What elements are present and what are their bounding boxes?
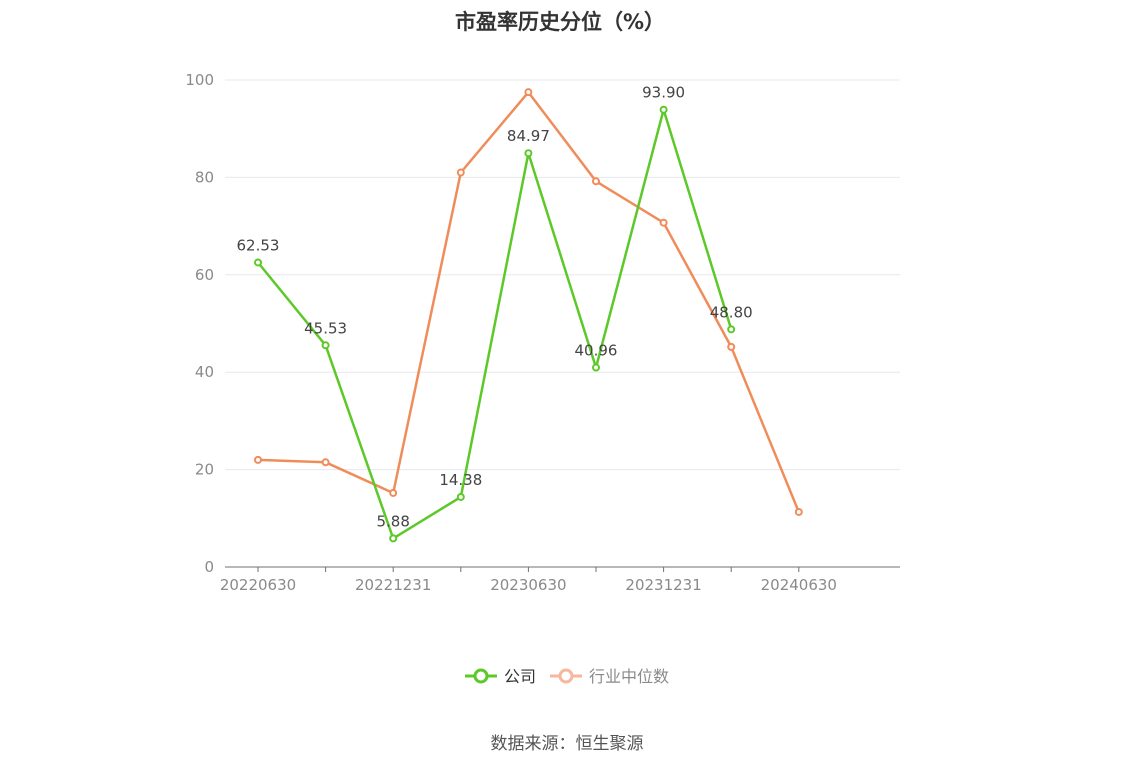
data-point bbox=[592, 177, 600, 186]
data-label: 14.38 bbox=[439, 471, 482, 489]
data-label: 84.97 bbox=[507, 127, 550, 145]
y-tick-label: 20 bbox=[195, 461, 214, 479]
data-point bbox=[794, 507, 803, 516]
x-tick-label: 20220630 bbox=[220, 576, 296, 594]
data-point bbox=[727, 325, 736, 334]
data-label: 48.80 bbox=[710, 303, 753, 321]
data-point bbox=[254, 455, 262, 464]
x-tick-label: 20240630 bbox=[761, 576, 837, 594]
legend: 公司 行业中位数 bbox=[465, 667, 669, 686]
data-point bbox=[389, 534, 398, 543]
data-point bbox=[321, 458, 330, 467]
legend-label: 公司 bbox=[504, 667, 536, 686]
data-point bbox=[456, 168, 465, 177]
data-label: 40.96 bbox=[575, 342, 618, 360]
chart-title: 市盈率历史分位（%） bbox=[454, 10, 666, 34]
data-source-note: 数据来源：恒生聚源 bbox=[490, 734, 644, 754]
x-tick-label: 20231231 bbox=[625, 576, 701, 594]
data-point bbox=[592, 363, 600, 372]
legend-label: 行业中位数 bbox=[589, 667, 669, 686]
y-tick-label: 40 bbox=[195, 363, 214, 381]
data-point bbox=[389, 488, 398, 497]
data-points bbox=[254, 88, 803, 543]
data-point bbox=[727, 342, 736, 351]
y-tick-label: 60 bbox=[195, 266, 214, 284]
data-point bbox=[524, 88, 533, 97]
data-label: 62.53 bbox=[237, 236, 280, 254]
y-tick-label: 100 bbox=[185, 71, 214, 89]
legend-item-0: 公司 bbox=[465, 667, 536, 686]
legend-item-1: 行业中位数 bbox=[550, 667, 669, 686]
grid-lines bbox=[225, 79, 900, 471]
data-point bbox=[321, 341, 330, 350]
data-labels: 62.53 45.53 5.88 14.38 84.97 40.96 93.90 48.80 bbox=[237, 84, 753, 531]
y-tick-label: 0 bbox=[204, 558, 214, 576]
x-tick-label: 20230630 bbox=[490, 576, 566, 594]
y-tick-label: 80 bbox=[195, 168, 214, 186]
axes: 0 20 40 60 80 100 20220630 20221231 20230630 2023… bbox=[185, 71, 900, 594]
data-label: 5.88 bbox=[376, 512, 409, 530]
data-label: 93.90 bbox=[642, 84, 685, 102]
legend-marker bbox=[473, 668, 489, 684]
data-point bbox=[254, 258, 262, 267]
data-point bbox=[659, 218, 668, 227]
data-point bbox=[659, 105, 668, 114]
legend-marker bbox=[558, 668, 574, 684]
data-point bbox=[524, 149, 533, 158]
x-tick-label: 20221231 bbox=[355, 576, 431, 594]
data-point bbox=[456, 492, 465, 501]
data-label: 45.53 bbox=[304, 319, 347, 337]
series-line-0 bbox=[257, 108, 733, 540]
